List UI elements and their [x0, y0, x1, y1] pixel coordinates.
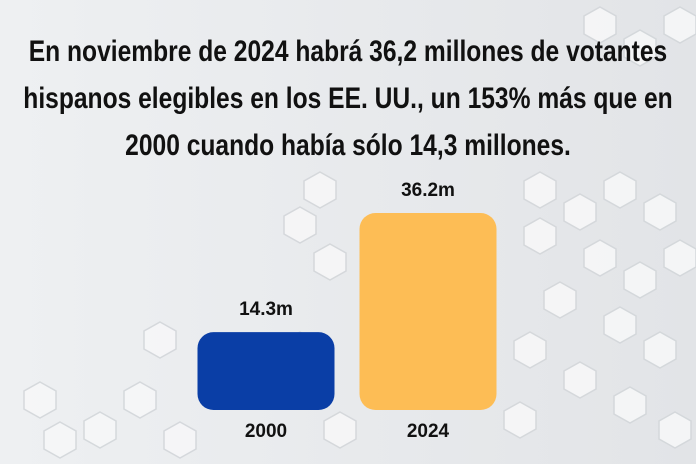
- data-label: 14.3m: [239, 299, 293, 320]
- x-tick-label: 2000: [245, 421, 287, 442]
- chart-title: En noviembre de 2024 habrá 36,2 millones…: [23, 35, 673, 162]
- x-tick-label: 2024: [407, 421, 450, 442]
- bar: [359, 213, 497, 410]
- bar: [197, 332, 335, 410]
- data-label: 36.2m: [401, 180, 455, 201]
